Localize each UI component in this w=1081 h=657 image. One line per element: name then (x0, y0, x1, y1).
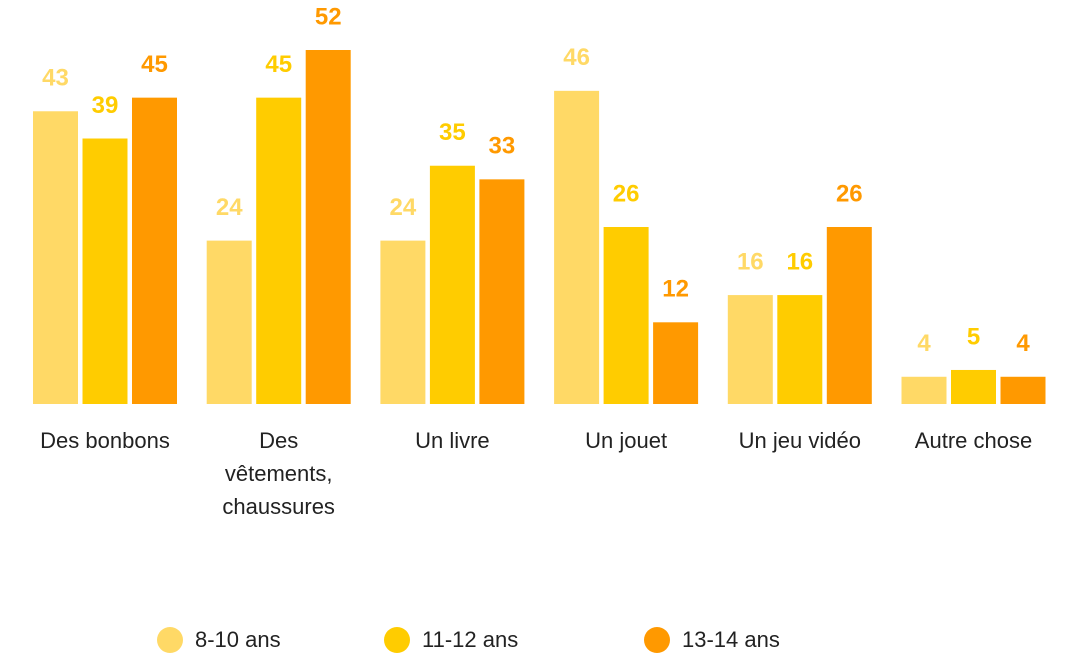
value-label: 45 (141, 51, 168, 78)
legend-swatch (644, 627, 670, 653)
bar (132, 97, 177, 405)
bar (429, 165, 475, 404)
bar (380, 240, 426, 404)
legend-label: 11-12 ans (422, 627, 519, 652)
bar (951, 369, 996, 404)
value-label: 35 (439, 119, 466, 146)
bar (1000, 376, 1046, 404)
value-label: 4 (1016, 330, 1030, 357)
bar (554, 90, 600, 404)
value-label: 24 (216, 194, 243, 221)
legend-item: 8-10 ans (157, 627, 281, 653)
category-label: Un livre (415, 428, 490, 453)
legend-swatch (157, 627, 183, 653)
value-label: 52 (315, 3, 342, 30)
value-label: 4 (917, 330, 931, 357)
value-label: 39 (92, 92, 119, 119)
value-label: 16 (737, 248, 764, 275)
category-label: Un jouet (585, 428, 668, 453)
value-label: 26 (613, 180, 640, 207)
value-label: 24 (390, 194, 417, 221)
legend-item: 11-12 ans (384, 627, 518, 653)
value-label: 46 (563, 44, 590, 71)
bar (206, 240, 252, 404)
value-label: 26 (836, 180, 863, 207)
value-label: 45 (265, 51, 292, 78)
legend-swatch (384, 627, 410, 653)
legend-label: 8-10 ans (195, 627, 281, 652)
category-label: Des vêtements, chaussures (222, 428, 335, 519)
bar (653, 322, 699, 404)
category-label: Des bonbons (40, 428, 170, 453)
bar (305, 50, 351, 404)
bar (603, 227, 649, 404)
legend-label: 13-14 ans (682, 627, 780, 652)
legend-item: 13-14 ans (644, 627, 780, 653)
bar (479, 179, 525, 404)
bar (82, 138, 128, 404)
bar (256, 97, 302, 405)
value-label: 43 (42, 65, 69, 92)
value-label: 12 (662, 276, 689, 303)
bar (727, 295, 773, 404)
category-label: Un jeu vidéo (738, 428, 861, 453)
value-label: 5 (967, 323, 980, 350)
bar (777, 295, 823, 404)
category-label: Autre chose (914, 428, 1033, 453)
bar (901, 376, 947, 404)
bar (826, 227, 872, 404)
value-label: 33 (489, 133, 516, 160)
bar (33, 111, 78, 405)
value-label: 16 (786, 248, 813, 275)
